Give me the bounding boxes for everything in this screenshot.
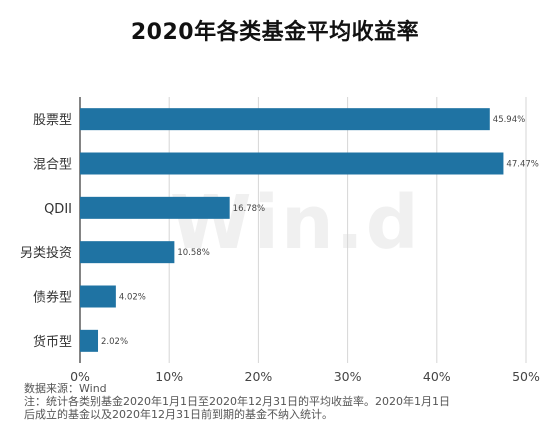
bar — [80, 152, 504, 175]
bar — [80, 329, 99, 352]
category-label: 债券型 — [33, 290, 72, 306]
x-tick-label: 10% — [155, 369, 183, 384]
data-label: 45.94% — [493, 115, 525, 125]
x-tick-label: 50% — [512, 369, 540, 384]
category-label: QDII — [44, 202, 72, 217]
chart-title: 2020年各类基金平均收益率 — [130, 20, 420, 45]
data-source: 数据来源：Wind — [24, 382, 107, 395]
category-label: 货币型 — [33, 334, 72, 350]
x-tick-label: 40% — [423, 369, 451, 384]
category-label: 混合型 — [33, 158, 72, 173]
data-label: 4.02% — [119, 293, 146, 303]
note-line-2: 后成立的基金以及2020年12月31日前到期的基金不纳入统计。 — [24, 408, 333, 421]
category-label: 另类投资 — [20, 245, 72, 261]
watermark: Win.d — [170, 180, 421, 266]
x-tick-label: 0% — [70, 369, 90, 384]
data-label: 2.02% — [101, 337, 128, 347]
bar — [80, 285, 116, 308]
data-label: 47.47% — [506, 160, 538, 170]
data-label: 10.58% — [177, 248, 209, 258]
bar — [80, 108, 490, 131]
chart-notes: 数据来源：Wind 注：统计各类别基金2020年1月1日至2020年12月31日… — [24, 382, 544, 421]
data-label: 16.78% — [233, 204, 265, 214]
x-tick-label: 30% — [334, 369, 362, 384]
category-label: 股票型 — [33, 113, 72, 128]
bar — [80, 196, 230, 219]
x-tick-label: 20% — [245, 369, 273, 384]
note-line-1: 注：统计各类别基金2020年1月1日至2020年12月31日的平均收益率。202… — [24, 395, 450, 408]
bar — [80, 241, 175, 264]
